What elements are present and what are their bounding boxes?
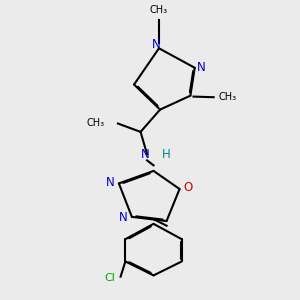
Text: H: H [162, 148, 171, 161]
Text: CH₃: CH₃ [150, 4, 168, 15]
Text: N: N [152, 38, 161, 51]
Text: Cl: Cl [104, 273, 115, 283]
Text: N: N [119, 211, 128, 224]
Text: CH₃: CH₃ [218, 92, 237, 102]
Text: N: N [141, 148, 150, 161]
Text: N: N [106, 176, 115, 189]
Text: CH₃: CH₃ [86, 118, 105, 128]
Text: O: O [184, 181, 193, 194]
Text: N: N [197, 61, 206, 74]
